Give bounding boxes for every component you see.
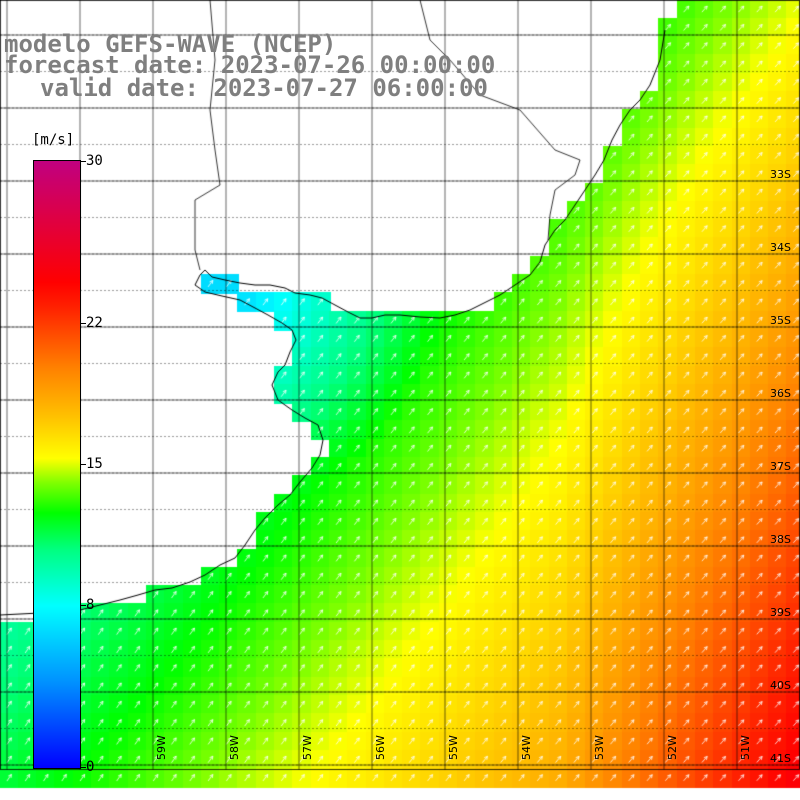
longitude-label: 52W bbox=[666, 735, 679, 760]
colorbar-tick-mark bbox=[80, 605, 86, 607]
colorbar-tick-mark bbox=[80, 464, 86, 465]
valid-date: valid date: 2023-07-27 06:00:00 bbox=[40, 74, 488, 102]
longitude-label: 57W bbox=[301, 735, 314, 760]
forecast-date: forecast date: 2023-07-26 00:00:00 bbox=[4, 51, 496, 79]
colorbar-tick-label: 15 bbox=[86, 456, 103, 472]
colorbar-tick-mark bbox=[80, 161, 86, 162]
latitude-label: 38S bbox=[770, 533, 791, 546]
longitude-label: 51W bbox=[739, 735, 752, 760]
latitude-label: 35S bbox=[770, 314, 791, 327]
latitude-label: 37S bbox=[770, 460, 791, 473]
model-title: modelo GEFS-WAVE (NCEP) bbox=[4, 30, 337, 58]
longitude-label: 53W bbox=[593, 735, 606, 760]
colorbar-tick-label: 30 bbox=[86, 153, 103, 169]
latitude-label: 33S bbox=[770, 168, 791, 181]
latitude-label: 40S bbox=[770, 679, 791, 692]
colorbar-tick-mark bbox=[80, 767, 86, 768]
longitude-label: 54W bbox=[520, 735, 533, 760]
colorbar-tick-mark bbox=[80, 322, 86, 324]
latitude-label: 34S bbox=[770, 241, 791, 254]
longitude-label: 55W bbox=[447, 735, 460, 760]
colorbar-tick-label: 22 bbox=[86, 314, 103, 331]
colorbar bbox=[33, 160, 81, 769]
colorbar-tick-label: 0 bbox=[86, 759, 95, 775]
longitude-label: 58W bbox=[228, 735, 241, 760]
longitude-label: 56W bbox=[374, 735, 387, 760]
longitude-label: 59W bbox=[155, 735, 168, 760]
latitude-label: 39S bbox=[770, 606, 791, 619]
latitude-label: 36S bbox=[770, 387, 791, 400]
colorbar-units: [m/s] bbox=[32, 132, 75, 148]
colorbar-tick-label: 8 bbox=[86, 597, 95, 614]
latitude-label: 41S bbox=[770, 752, 791, 765]
